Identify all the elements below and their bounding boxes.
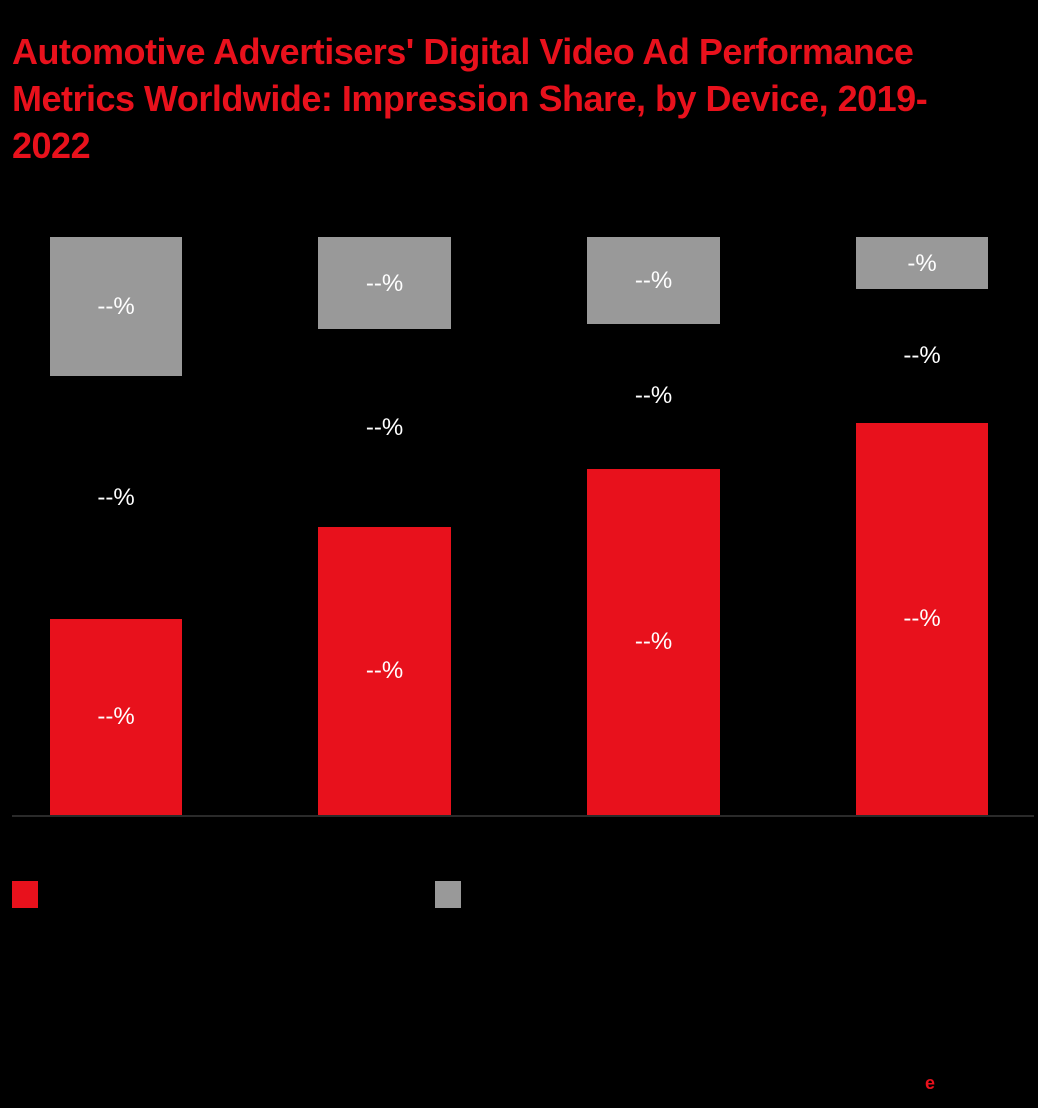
legend-swatch-gray	[435, 881, 461, 908]
segment-label: --%	[97, 703, 135, 730]
segment-label: --%	[365, 414, 404, 441]
chart-title: Automotive Advertisers' Digital Video Ad…	[12, 31, 928, 166]
bar-segment-red: --%	[50, 619, 182, 815]
segment-label: --%	[634, 267, 673, 294]
segment-label: --%	[97, 293, 135, 320]
segment-label: -%	[907, 250, 937, 277]
bar-segment-gray: --%	[587, 237, 720, 324]
bar-segment-gray: --%	[318, 237, 451, 329]
bar-segment-black: --%	[856, 289, 988, 423]
segment-label: --%	[634, 382, 673, 409]
bar-segment-gray: --%	[50, 237, 182, 376]
legend-swatch-red	[12, 881, 38, 908]
segment-label: --%	[634, 628, 673, 655]
bar-segment-black: --%	[318, 329, 451, 527]
segment-label: --%	[365, 270, 404, 297]
x-axis-line	[12, 815, 1034, 817]
segment-label: --%	[365, 657, 404, 684]
bar-segment-red: --%	[856, 423, 988, 815]
bar-segment-red: --%	[318, 527, 451, 815]
segment-label: --%	[97, 484, 135, 511]
bar-segment-red: --%	[587, 469, 720, 815]
bar-segment-black: --%	[50, 376, 182, 619]
bar-segment-gray: -%	[856, 237, 988, 289]
segment-label: --%	[903, 605, 941, 632]
brand-logo: e	[925, 1073, 936, 1093]
bar-segment-black: --%	[587, 324, 720, 469]
segment-label: --%	[903, 342, 941, 369]
